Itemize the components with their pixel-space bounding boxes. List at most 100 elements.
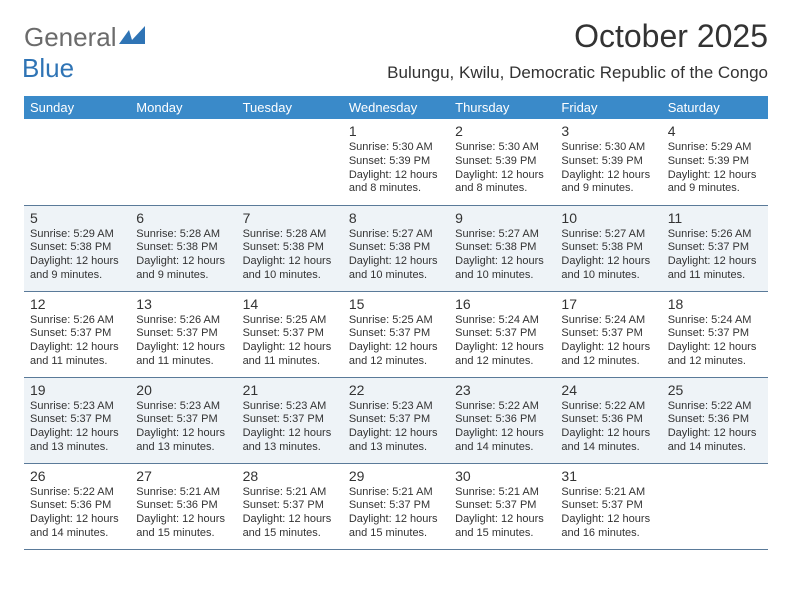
calendar-table: SundayMondayTuesdayWednesdayThursdayFrid… — [24, 96, 768, 550]
calendar-cell: 18Sunrise: 5:24 AMSunset: 5:37 PMDayligh… — [662, 291, 768, 377]
title-block: October 2025 Bulungu, Kwilu, Democratic … — [387, 18, 768, 83]
sunrise-line: Sunrise: 5:30 AM — [561, 141, 655, 155]
calendar-row: 26Sunrise: 5:22 AMSunset: 5:36 PMDayligh… — [24, 463, 768, 549]
day-number: 9 — [455, 210, 549, 226]
daylight-line: Daylight: 12 hours and 15 minutes. — [349, 513, 443, 541]
sunrise-line: Sunrise: 5:22 AM — [455, 400, 549, 414]
sunrise-line: Sunrise: 5:25 AM — [243, 314, 337, 328]
daylight-line: Daylight: 12 hours and 13 minutes. — [136, 427, 230, 455]
sunset-line: Sunset: 5:37 PM — [561, 499, 655, 513]
daylight-line: Daylight: 12 hours and 11 minutes. — [243, 341, 337, 369]
day-number: 23 — [455, 382, 549, 398]
daylight-line: Daylight: 12 hours and 10 minutes. — [455, 255, 549, 283]
daylight-line: Daylight: 12 hours and 14 minutes. — [668, 427, 762, 455]
daylight-line: Daylight: 12 hours and 12 minutes. — [349, 341, 443, 369]
calendar-cell: 23Sunrise: 5:22 AMSunset: 5:36 PMDayligh… — [449, 377, 555, 463]
daylight-line: Daylight: 12 hours and 15 minutes. — [243, 513, 337, 541]
day-number: 18 — [668, 296, 762, 312]
daylight-line: Daylight: 12 hours and 15 minutes. — [455, 513, 549, 541]
sunset-line: Sunset: 5:37 PM — [455, 499, 549, 513]
calendar-cell: 27Sunrise: 5:21 AMSunset: 5:36 PMDayligh… — [130, 463, 236, 549]
sunset-line: Sunset: 5:37 PM — [349, 327, 443, 341]
daylight-line: Daylight: 12 hours and 12 minutes. — [455, 341, 549, 369]
daylight-line: Daylight: 12 hours and 13 minutes. — [349, 427, 443, 455]
sunset-line: Sunset: 5:37 PM — [455, 327, 549, 341]
sunrise-line: Sunrise: 5:23 AM — [30, 400, 124, 414]
calendar-cell: 4Sunrise: 5:29 AMSunset: 5:39 PMDaylight… — [662, 119, 768, 205]
logo: General Blue — [24, 22, 145, 84]
sunset-line: Sunset: 5:37 PM — [243, 499, 337, 513]
day-header: Tuesday — [237, 96, 343, 119]
logo-mark-icon — [119, 26, 145, 46]
sunset-line: Sunset: 5:37 PM — [30, 413, 124, 427]
sunrise-line: Sunrise: 5:29 AM — [30, 228, 124, 242]
sunset-line: Sunset: 5:36 PM — [455, 413, 549, 427]
calendar-cell: 12Sunrise: 5:26 AMSunset: 5:37 PMDayligh… — [24, 291, 130, 377]
day-number: 21 — [243, 382, 337, 398]
day-number: 20 — [136, 382, 230, 398]
day-number: 4 — [668, 123, 762, 139]
daylight-line: Daylight: 12 hours and 11 minutes. — [136, 341, 230, 369]
day-header: Thursday — [449, 96, 555, 119]
sunset-line: Sunset: 5:36 PM — [30, 499, 124, 513]
day-number: 11 — [668, 210, 762, 226]
daylight-line: Daylight: 12 hours and 14 minutes. — [561, 427, 655, 455]
calendar-row: 12Sunrise: 5:26 AMSunset: 5:37 PMDayligh… — [24, 291, 768, 377]
sunset-line: Sunset: 5:36 PM — [136, 499, 230, 513]
sunset-line: Sunset: 5:38 PM — [349, 241, 443, 255]
daylight-line: Daylight: 12 hours and 11 minutes. — [668, 255, 762, 283]
day-header: Wednesday — [343, 96, 449, 119]
calendar-cell: 10Sunrise: 5:27 AMSunset: 5:38 PMDayligh… — [555, 205, 661, 291]
day-number: 28 — [243, 468, 337, 484]
logo-text-blue: Blue — [22, 53, 74, 83]
sunset-line: Sunset: 5:36 PM — [561, 413, 655, 427]
daylight-line: Daylight: 12 hours and 14 minutes. — [30, 513, 124, 541]
calendar-cell: 15Sunrise: 5:25 AMSunset: 5:37 PMDayligh… — [343, 291, 449, 377]
day-number: 7 — [243, 210, 337, 226]
header: General Blue October 2025 Bulungu, Kwilu… — [24, 18, 768, 84]
day-header: Friday — [555, 96, 661, 119]
day-number: 1 — [349, 123, 443, 139]
calendar-cell: 1Sunrise: 5:30 AMSunset: 5:39 PMDaylight… — [343, 119, 449, 205]
sunrise-line: Sunrise: 5:23 AM — [243, 400, 337, 414]
sunrise-line: Sunrise: 5:26 AM — [30, 314, 124, 328]
day-number: 14 — [243, 296, 337, 312]
sunrise-line: Sunrise: 5:24 AM — [668, 314, 762, 328]
sunset-line: Sunset: 5:37 PM — [561, 327, 655, 341]
sunset-line: Sunset: 5:39 PM — [561, 155, 655, 169]
day-number: 3 — [561, 123, 655, 139]
location-text: Bulungu, Kwilu, Democratic Republic of t… — [387, 63, 768, 83]
sunset-line: Sunset: 5:37 PM — [136, 413, 230, 427]
daylight-line: Daylight: 12 hours and 8 minutes. — [455, 169, 549, 197]
day-number: 16 — [455, 296, 549, 312]
sunrise-line: Sunrise: 5:27 AM — [455, 228, 549, 242]
sunrise-line: Sunrise: 5:22 AM — [561, 400, 655, 414]
sunset-line: Sunset: 5:37 PM — [30, 327, 124, 341]
sunset-line: Sunset: 5:39 PM — [668, 155, 762, 169]
daylight-line: Daylight: 12 hours and 15 minutes. — [136, 513, 230, 541]
sunrise-line: Sunrise: 5:28 AM — [243, 228, 337, 242]
calendar-row: 19Sunrise: 5:23 AMSunset: 5:37 PMDayligh… — [24, 377, 768, 463]
daylight-line: Daylight: 12 hours and 10 minutes. — [561, 255, 655, 283]
sunrise-line: Sunrise: 5:21 AM — [136, 486, 230, 500]
daylight-line: Daylight: 12 hours and 13 minutes. — [30, 427, 124, 455]
calendar-cell — [237, 119, 343, 205]
daylight-line: Daylight: 12 hours and 11 minutes. — [30, 341, 124, 369]
day-number: 13 — [136, 296, 230, 312]
sunset-line: Sunset: 5:37 PM — [243, 413, 337, 427]
daylight-line: Daylight: 12 hours and 9 minutes. — [561, 169, 655, 197]
day-number: 26 — [30, 468, 124, 484]
sunset-line: Sunset: 5:37 PM — [668, 327, 762, 341]
sunrise-line: Sunrise: 5:30 AM — [455, 141, 549, 155]
sunset-line: Sunset: 5:38 PM — [243, 241, 337, 255]
calendar-cell: 8Sunrise: 5:27 AMSunset: 5:38 PMDaylight… — [343, 205, 449, 291]
sunrise-line: Sunrise: 5:30 AM — [349, 141, 443, 155]
calendar-cell: 17Sunrise: 5:24 AMSunset: 5:37 PMDayligh… — [555, 291, 661, 377]
day-number: 22 — [349, 382, 443, 398]
logo-text-general: General — [24, 22, 117, 52]
calendar-cell: 22Sunrise: 5:23 AMSunset: 5:37 PMDayligh… — [343, 377, 449, 463]
calendar-cell: 24Sunrise: 5:22 AMSunset: 5:36 PMDayligh… — [555, 377, 661, 463]
daylight-line: Daylight: 12 hours and 9 minutes. — [668, 169, 762, 197]
calendar-cell: 5Sunrise: 5:29 AMSunset: 5:38 PMDaylight… — [24, 205, 130, 291]
sunset-line: Sunset: 5:38 PM — [30, 241, 124, 255]
